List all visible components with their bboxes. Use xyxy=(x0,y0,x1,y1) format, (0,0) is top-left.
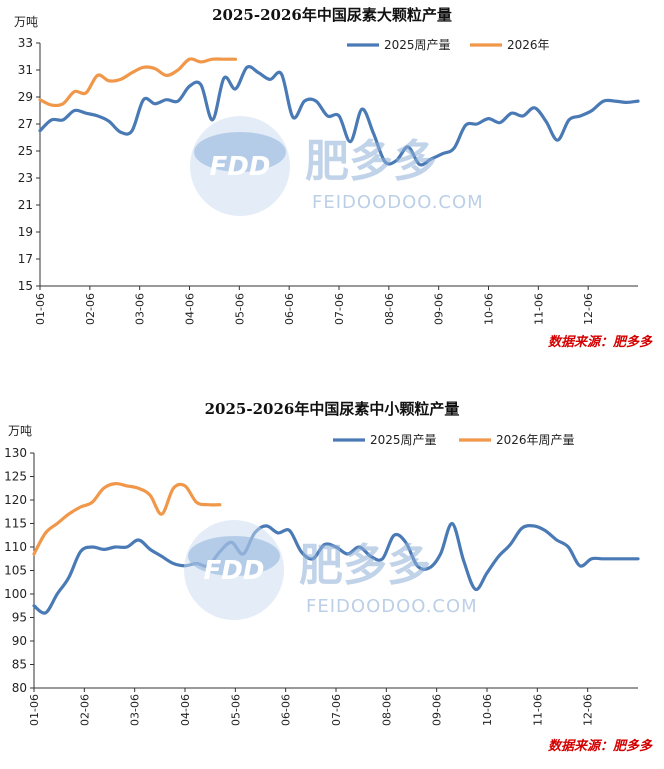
data-source: 数据来源：肥多多 xyxy=(548,334,653,350)
legend-label: 2025周产量 xyxy=(384,38,451,52)
chart-title: 2025-2026年中国尿素中小颗粒产量 xyxy=(205,400,460,418)
y-tick-label: 110 xyxy=(4,540,27,554)
y-tick-label: 130 xyxy=(4,446,27,460)
y-tick-label: 85 xyxy=(12,658,27,672)
watermark-brand: 肥多多 xyxy=(299,540,431,591)
y-tick-label: 15 xyxy=(18,279,33,293)
y-tick-label: 105 xyxy=(4,564,27,578)
x-tick-label: 07-06 xyxy=(330,694,343,726)
y-tick-label: 100 xyxy=(4,587,27,601)
x-tick-label: 01-06 xyxy=(28,694,41,726)
y-tick-label: 115 xyxy=(4,517,27,531)
y-tick-label: 25 xyxy=(18,144,33,158)
x-tick-label: 11-06 xyxy=(532,293,545,325)
y-tick-label: 31 xyxy=(18,63,33,77)
series-line-2026 xyxy=(32,481,222,556)
watermark-logo-wave xyxy=(194,132,286,172)
y-tick-label: 80 xyxy=(12,681,27,695)
y-tick-label: 29 xyxy=(18,90,33,104)
watermark-logo-text: FDD xyxy=(204,556,265,586)
watermark-logo-wave xyxy=(188,536,280,576)
y-tick-label: 17 xyxy=(18,252,33,266)
data-source: 数据来源：肥多多 xyxy=(548,738,653,754)
x-tick-label: 06-06 xyxy=(280,694,293,726)
x-tick-label: 09-06 xyxy=(433,293,446,325)
watermark-brand: 肥多多 xyxy=(305,136,437,187)
y-axis-unit: 万吨 xyxy=(8,424,32,438)
series-line-2025 xyxy=(32,521,640,615)
watermark-site: FEIDOODOO.COM xyxy=(312,192,484,213)
x-tick-label: 06-06 xyxy=(283,293,296,325)
y-tick-label: 19 xyxy=(18,225,33,239)
series-line-2026 xyxy=(38,57,238,108)
x-tick-label: 05-06 xyxy=(233,293,246,325)
y-tick-label: 21 xyxy=(18,198,33,212)
y-tick-label: 23 xyxy=(18,171,33,185)
x-tick-label: 12-06 xyxy=(582,694,595,726)
y-axis-unit: 万吨 xyxy=(14,15,38,29)
y-tick-label: 90 xyxy=(12,634,27,648)
x-tick-label: 01-06 xyxy=(34,293,47,325)
x-tick-label: 02-06 xyxy=(84,293,97,325)
x-tick-label: 05-06 xyxy=(229,694,242,726)
watermark-logo-text: FDD xyxy=(210,152,271,182)
y-tick-label: 27 xyxy=(18,117,33,131)
x-tick-label: 07-06 xyxy=(333,293,346,325)
x-tick-label: 02-06 xyxy=(78,694,91,726)
x-tick-label: 04-06 xyxy=(184,293,197,325)
y-tick-label: 33 xyxy=(18,36,33,50)
y-tick-label: 125 xyxy=(4,470,27,484)
x-tick-label: 11-06 xyxy=(531,694,544,726)
x-tick-label: 04-06 xyxy=(179,694,192,726)
x-tick-label: 08-06 xyxy=(383,293,396,325)
y-tick-label: 120 xyxy=(4,493,27,507)
x-tick-label: 10-06 xyxy=(481,694,494,726)
x-tick-label: 08-06 xyxy=(380,694,393,726)
watermark: FDD 肥多多 FEIDOODOO.COM xyxy=(184,520,478,620)
x-tick-label: 09-06 xyxy=(431,694,444,726)
x-tick-label: 03-06 xyxy=(134,293,147,325)
x-tick-label: 10-06 xyxy=(483,293,496,325)
legend-label: 2026年周产量 xyxy=(496,433,575,447)
x-tick-label: 12-06 xyxy=(582,293,595,325)
x-tick-label: 03-06 xyxy=(129,694,142,726)
legend-label: 2026年 xyxy=(507,38,550,52)
series-line-2025 xyxy=(38,65,640,167)
chart-title: 2025-2026年中国尿素大颗粒产量 xyxy=(212,6,452,24)
y-tick-label: 95 xyxy=(12,611,27,625)
watermark-site: FEIDOODOO.COM xyxy=(306,596,478,617)
legend-label: 2025周产量 xyxy=(370,433,437,447)
watermark: FDD 肥多多 FEIDOODOO.COM xyxy=(190,116,484,216)
